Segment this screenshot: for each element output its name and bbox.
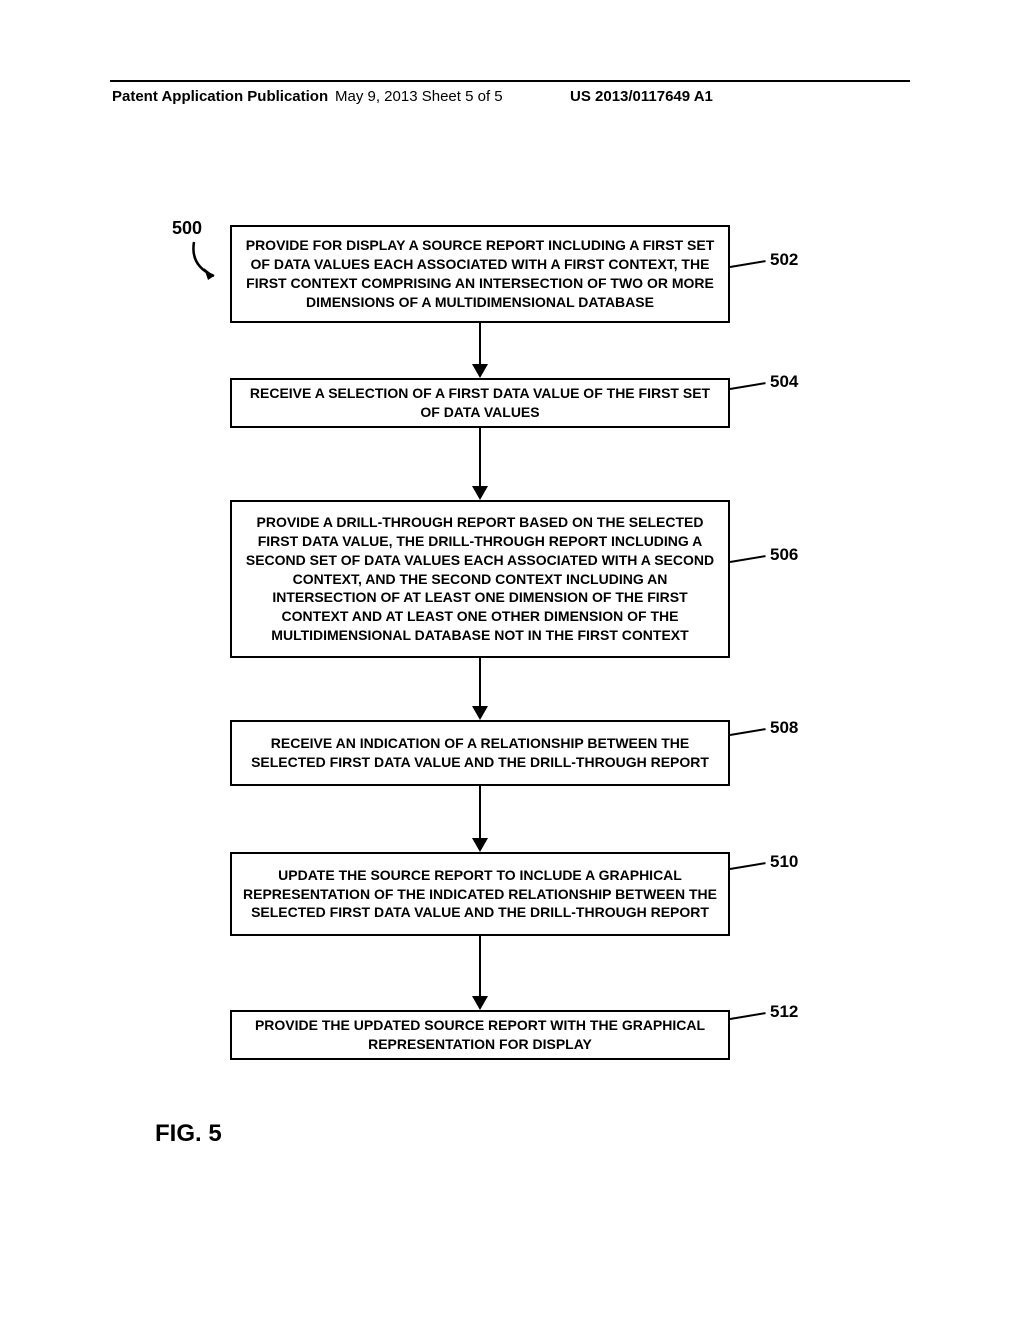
arrow-506-to-508: [479, 658, 481, 706]
arrow-508-to-510: [479, 786, 481, 838]
step-510: UPDATE THE SOURCE REPORT TO INCLUDE A GR…: [230, 852, 730, 936]
step-text: RECEIVE A SELECTION OF A FIRST DATA VALU…: [242, 384, 718, 422]
step-512: PROVIDE THE UPDATED SOURCE REPORT WITH T…: [230, 1010, 730, 1060]
ref-label-500: 500: [172, 218, 202, 239]
callout-510: 510: [770, 852, 798, 872]
callout-502: 502: [770, 250, 798, 270]
leader-504: [730, 382, 766, 390]
step-text: RECEIVE AN INDICATION OF A RELATIONSHIP …: [242, 734, 718, 772]
step-text: PROVIDE A DRILL-THROUGH REPORT BASED ON …: [242, 513, 718, 645]
callout-506: 506: [770, 545, 798, 565]
arrow-504-to-506: [479, 428, 481, 486]
header-right: US 2013/0117649 A1: [570, 88, 713, 105]
callout-508: 508: [770, 718, 798, 738]
arrowhead: [472, 706, 488, 720]
arrowhead: [472, 486, 488, 500]
step-text: UPDATE THE SOURCE REPORT TO INCLUDE A GR…: [242, 866, 718, 923]
leader-510: [730, 862, 766, 870]
figure-caption: FIG. 5: [155, 1120, 222, 1148]
step-text: PROVIDE FOR DISPLAY A SOURCE REPORT INCL…: [242, 236, 718, 312]
step-502: PROVIDE FOR DISPLAY A SOURCE REPORT INCL…: [230, 225, 730, 323]
ref-arrow-500: [188, 238, 228, 283]
callout-512: 512: [770, 1002, 798, 1022]
arrowhead: [472, 996, 488, 1010]
leader-506: [730, 555, 766, 563]
leader-508: [730, 728, 766, 736]
step-text: PROVIDE THE UPDATED SOURCE REPORT WITH T…: [242, 1016, 718, 1054]
page: Patent Application Publication May 9, 20…: [0, 0, 1024, 1320]
arrow-510-to-512: [479, 936, 481, 996]
arrow-502-to-504: [479, 323, 481, 364]
header-left: Patent Application Publication: [112, 88, 328, 105]
leader-502: [730, 260, 766, 268]
callout-504: 504: [770, 372, 798, 392]
step-508: RECEIVE AN INDICATION OF A RELATIONSHIP …: [230, 720, 730, 786]
arrowhead: [472, 838, 488, 852]
step-506: PROVIDE A DRILL-THROUGH REPORT BASED ON …: [230, 500, 730, 658]
leader-512: [730, 1012, 766, 1020]
header-rule: [110, 80, 910, 82]
step-504: RECEIVE A SELECTION OF A FIRST DATA VALU…: [230, 378, 730, 428]
header-mid: May 9, 2013 Sheet 5 of 5: [335, 88, 503, 105]
arrowhead: [472, 364, 488, 378]
